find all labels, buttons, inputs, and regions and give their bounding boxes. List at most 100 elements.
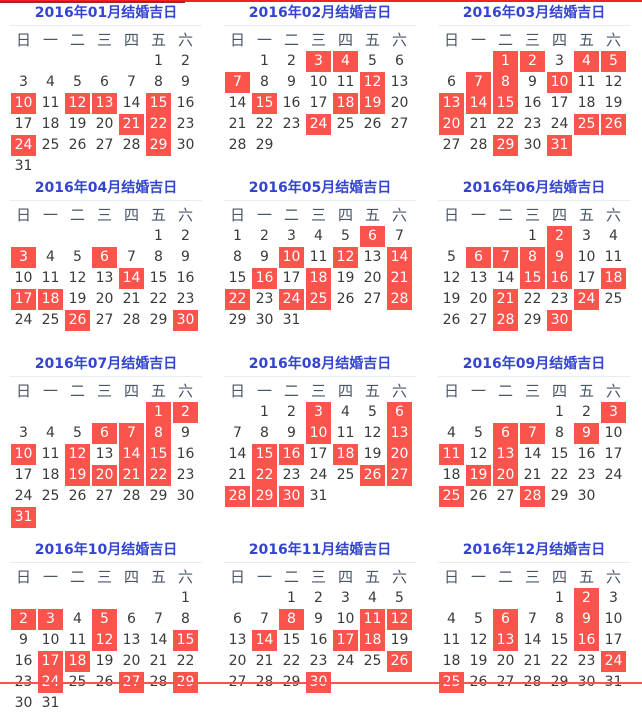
date-cell-highlighted: 13 xyxy=(387,423,412,444)
date-cell: 8 xyxy=(260,74,269,90)
weekday-label: 五 xyxy=(150,382,166,400)
date-cell-highlighted: 7 xyxy=(225,72,250,93)
date-cell: 17 xyxy=(604,632,623,648)
date-cell-highlighted: 12 xyxy=(92,630,117,651)
date-cell: 5 xyxy=(474,425,483,441)
date-cell-highlighted: 31 xyxy=(11,507,36,528)
weekday-label: 六 xyxy=(391,206,407,224)
weekday-label: 日 xyxy=(229,31,245,49)
date-cell-highlighted: 21 xyxy=(119,465,144,486)
month-title: 2016年01月结婚吉日 xyxy=(10,6,202,26)
date-cell: 22 xyxy=(149,291,168,307)
weekday-header: 日一二三四五六 xyxy=(10,205,202,226)
date-cell: 3 xyxy=(287,228,296,244)
month-title: 2016年12月结婚吉日 xyxy=(438,543,630,563)
date-cell: 26 xyxy=(469,488,488,504)
month-block: 2016年05月结婚吉日日一二三四五六 1 2 3 4 5 6 7 8 9 10 11 12 13 14 15… xyxy=(214,175,428,351)
date-cell: 17 xyxy=(577,270,596,286)
date-cell-highlighted: 26 xyxy=(360,465,385,486)
date-cell-highlighted: 29 xyxy=(493,135,518,156)
date-cell: 28 xyxy=(122,488,141,504)
date-cell: 4 xyxy=(368,590,377,606)
date-cell-highlighted: 20 xyxy=(387,444,412,465)
date-cell: 17 xyxy=(309,95,328,111)
date-cell: 7 xyxy=(233,425,242,441)
empty-cell xyxy=(118,588,145,609)
date-cell: 21 xyxy=(149,653,168,669)
month-block: 2016年01月结婚吉日日一二三四五六 1 2 3 4 5 6 7 8 9 10 11 12 13 14 15… xyxy=(0,0,214,175)
date-cell: 30 xyxy=(523,137,542,153)
date-cell: 3 xyxy=(19,74,28,90)
date-cell: 9 xyxy=(181,249,190,265)
weekday-label: 三 xyxy=(96,206,112,224)
weekday-label: 一 xyxy=(470,382,486,400)
date-cell: 10 xyxy=(577,249,596,265)
empty-cell xyxy=(37,51,64,72)
date-cell-highlighted: 21 xyxy=(493,289,518,310)
date-cell-highlighted: 6 xyxy=(387,402,412,423)
date-cell: 11 xyxy=(41,270,60,286)
weekday-label: 五 xyxy=(364,206,380,224)
date-cell: 5 xyxy=(474,611,483,627)
date-cell: 19 xyxy=(469,653,488,669)
date-cell: 30 xyxy=(176,488,195,504)
date-cell-highlighted: 22 xyxy=(225,289,250,310)
date-cell-highlighted: 9 xyxy=(574,609,599,630)
date-cell-highlighted: 1 xyxy=(146,402,171,423)
empty-cell xyxy=(91,51,118,72)
weekday-label: 六 xyxy=(605,568,621,586)
date-cell-highlighted: 6 xyxy=(360,226,385,247)
date-cell: 29 xyxy=(149,312,168,328)
date-cell: 2 xyxy=(181,228,190,244)
month-block: 2016年12月结婚吉日日一二三四五六 1 2 3 4 5 6 7 8 9 10 11 12 13 14 15… xyxy=(428,537,642,714)
date-cell-highlighted: 2 xyxy=(547,226,572,247)
date-cell-highlighted: 8 xyxy=(520,247,545,268)
date-cell-highlighted: 16 xyxy=(574,630,599,651)
date-cell-highlighted: 5 xyxy=(601,51,626,72)
days-grid: 1 2 3 4 5 6 7 8 9 10 11 12 13 14 15 16 17 18 19 20 21 22 23 24 2… xyxy=(224,51,416,156)
date-cell: 1 xyxy=(555,590,564,606)
date-cell: 28 xyxy=(469,137,488,153)
date-cell: 31 xyxy=(14,158,33,174)
date-cell: 14 xyxy=(496,270,515,286)
date-cell: 21 xyxy=(122,291,141,307)
date-cell: 5 xyxy=(447,249,456,265)
date-cell: 13 xyxy=(390,74,409,90)
date-cell-highlighted: 18 xyxy=(38,289,63,310)
date-cell: 1 xyxy=(154,53,163,69)
date-cell-highlighted: 10 xyxy=(306,423,331,444)
date-cell-highlighted: 29 xyxy=(252,486,277,507)
date-cell: 12 xyxy=(68,270,87,286)
empty-cell xyxy=(492,402,519,423)
date-cell: 11 xyxy=(309,249,328,265)
top-border-line xyxy=(0,0,642,2)
empty-cell xyxy=(10,226,37,247)
month-block: 2016年04月结婚吉日日一二三四五六 1 2 3 4 5 6 7 8 9 10 11 12 13 14 15… xyxy=(0,175,214,351)
date-cell: 23 xyxy=(176,116,195,132)
month-title: 2016年11月结婚吉日 xyxy=(224,543,416,563)
date-cell: 21 xyxy=(228,467,247,483)
date-cell: 6 xyxy=(100,74,109,90)
days-grid: 1 2 3 4 5 6 7 8 9 10 11 12 13 14 15 16 17 18 19 20 21 22 23 24 2… xyxy=(224,402,416,507)
date-cell: 11 xyxy=(336,74,355,90)
month-block: 2016年02月结婚吉日日一二三四五六 1 2 3 4 5 6 7 8 9 10 11 12 13 14 15… xyxy=(214,0,428,175)
date-cell-highlighted: 12 xyxy=(333,247,358,268)
date-cell: 31 xyxy=(41,695,60,711)
date-cell-highlighted: 3 xyxy=(11,247,36,268)
empty-cell xyxy=(10,588,37,609)
date-cell-highlighted: 14 xyxy=(387,247,412,268)
date-cell-highlighted: 7 xyxy=(119,423,144,444)
weekday-label: 五 xyxy=(150,206,166,224)
date-cell-highlighted: 10 xyxy=(11,444,36,465)
weekday-label: 一 xyxy=(470,31,486,49)
date-cell: 18 xyxy=(442,653,461,669)
weekday-label: 五 xyxy=(150,31,166,49)
date-cell: 18 xyxy=(577,95,596,111)
weekday-label: 一 xyxy=(470,206,486,224)
weekday-label: 日 xyxy=(229,382,245,400)
date-cell-highlighted: 20 xyxy=(439,114,464,135)
date-cell: 4 xyxy=(46,425,55,441)
days-grid: 1 2 3 4 5 6 7 8 9 10 11 12 13 14 15 16 17 18 19 20 21 22 23 24 2… xyxy=(224,226,416,331)
date-cell: 15 xyxy=(550,446,569,462)
empty-cell xyxy=(10,402,37,423)
